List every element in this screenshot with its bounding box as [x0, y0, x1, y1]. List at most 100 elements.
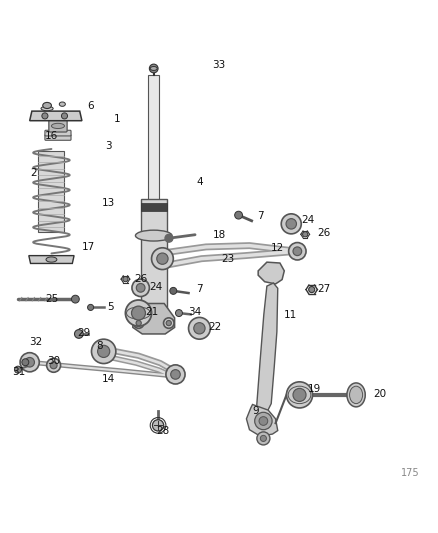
- Polygon shape: [247, 405, 278, 436]
- Circle shape: [188, 318, 210, 339]
- Text: 1: 1: [113, 115, 120, 124]
- Text: 16: 16: [45, 131, 58, 141]
- Text: 20: 20: [374, 389, 387, 399]
- Text: 6: 6: [87, 101, 94, 111]
- Circle shape: [293, 247, 302, 256]
- Circle shape: [165, 235, 173, 242]
- Circle shape: [20, 353, 39, 372]
- Circle shape: [303, 232, 308, 237]
- Text: 14: 14: [101, 374, 115, 384]
- Circle shape: [92, 339, 116, 364]
- Text: 22: 22: [208, 322, 221, 333]
- Polygon shape: [133, 303, 175, 334]
- Circle shape: [125, 300, 152, 326]
- Circle shape: [134, 318, 144, 328]
- Polygon shape: [148, 75, 159, 204]
- Text: 28: 28: [156, 426, 169, 436]
- Circle shape: [98, 345, 110, 358]
- Text: 26: 26: [317, 228, 330, 238]
- Circle shape: [42, 113, 48, 119]
- Text: 30: 30: [47, 356, 60, 366]
- Ellipse shape: [347, 383, 365, 407]
- Circle shape: [194, 322, 205, 334]
- Circle shape: [22, 359, 29, 366]
- Circle shape: [286, 219, 297, 229]
- Ellipse shape: [135, 230, 172, 241]
- Ellipse shape: [350, 386, 363, 403]
- Text: 2: 2: [31, 168, 37, 178]
- Text: 32: 32: [29, 337, 42, 347]
- Polygon shape: [141, 199, 167, 310]
- Text: 24: 24: [149, 282, 162, 293]
- Polygon shape: [30, 111, 82, 120]
- Text: 24: 24: [302, 215, 315, 225]
- Circle shape: [166, 365, 185, 384]
- Text: 18: 18: [212, 230, 226, 240]
- Circle shape: [71, 295, 79, 303]
- Text: 17: 17: [82, 242, 95, 252]
- Circle shape: [152, 248, 173, 270]
- Circle shape: [293, 389, 306, 401]
- Ellipse shape: [46, 257, 57, 262]
- Circle shape: [14, 366, 21, 373]
- Circle shape: [163, 318, 174, 328]
- Circle shape: [171, 370, 180, 379]
- Circle shape: [149, 64, 158, 73]
- Circle shape: [286, 382, 313, 408]
- Circle shape: [176, 310, 183, 317]
- Circle shape: [50, 362, 57, 369]
- FancyBboxPatch shape: [45, 135, 71, 140]
- Circle shape: [131, 306, 145, 320]
- Text: 175: 175: [401, 467, 419, 478]
- Circle shape: [259, 417, 268, 425]
- FancyBboxPatch shape: [45, 130, 71, 136]
- Circle shape: [157, 253, 168, 264]
- Circle shape: [254, 413, 272, 430]
- Circle shape: [257, 432, 270, 445]
- Polygon shape: [256, 283, 278, 421]
- Polygon shape: [29, 256, 74, 263]
- Circle shape: [74, 329, 83, 338]
- Text: 19: 19: [308, 384, 321, 394]
- Text: 8: 8: [96, 341, 102, 351]
- Circle shape: [88, 304, 94, 310]
- Ellipse shape: [41, 107, 53, 111]
- Circle shape: [123, 277, 128, 282]
- Text: 29: 29: [78, 328, 91, 337]
- Text: 27: 27: [317, 284, 330, 294]
- Text: 21: 21: [145, 307, 158, 317]
- Ellipse shape: [51, 123, 64, 128]
- Text: 25: 25: [45, 294, 58, 304]
- Circle shape: [289, 243, 306, 260]
- Circle shape: [152, 419, 164, 431]
- Circle shape: [260, 435, 266, 441]
- FancyBboxPatch shape: [141, 203, 167, 211]
- Circle shape: [136, 284, 145, 292]
- FancyBboxPatch shape: [49, 120, 67, 132]
- Circle shape: [235, 211, 243, 219]
- Circle shape: [25, 358, 35, 367]
- Text: 4: 4: [196, 176, 203, 187]
- Text: 34: 34: [188, 307, 201, 317]
- Polygon shape: [39, 151, 64, 232]
- Circle shape: [136, 320, 141, 326]
- Text: 11: 11: [284, 310, 297, 320]
- Text: 31: 31: [12, 367, 25, 377]
- Polygon shape: [258, 262, 284, 284]
- Text: 33: 33: [212, 60, 226, 70]
- Ellipse shape: [150, 67, 157, 70]
- Text: 12: 12: [271, 243, 284, 253]
- Text: 26: 26: [134, 273, 147, 284]
- Text: 23: 23: [221, 254, 234, 264]
- Circle shape: [309, 287, 315, 293]
- Circle shape: [281, 214, 301, 234]
- Text: 5: 5: [107, 302, 113, 312]
- Circle shape: [166, 320, 171, 326]
- Circle shape: [132, 279, 149, 296]
- Ellipse shape: [43, 102, 51, 109]
- Text: 7: 7: [196, 284, 203, 294]
- Text: 7: 7: [257, 211, 264, 221]
- Circle shape: [61, 113, 67, 119]
- Circle shape: [47, 358, 60, 372]
- Text: 3: 3: [105, 141, 111, 151]
